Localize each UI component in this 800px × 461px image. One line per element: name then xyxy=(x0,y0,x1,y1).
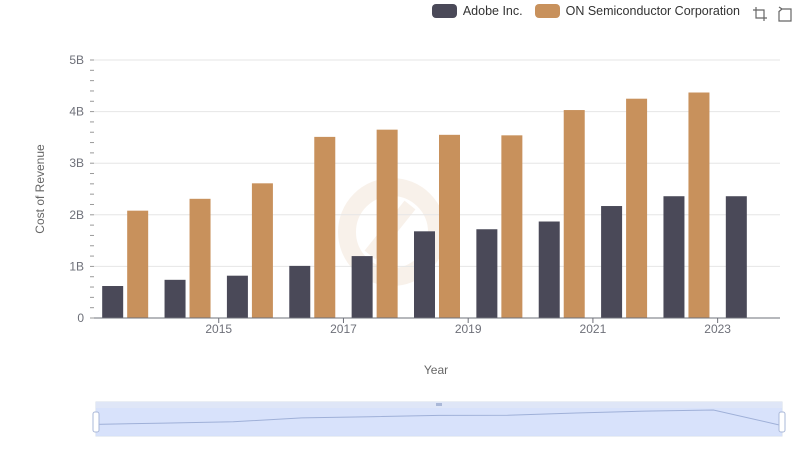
bar-adobe-2023[interactable] xyxy=(663,196,685,318)
y-axis-title: Cost of Revenue xyxy=(33,144,47,234)
y-axis: 0 1B 2B 3B 4B 5B xyxy=(69,53,94,325)
bar-on-semiconductor-2020[interactable] xyxy=(501,135,523,318)
chart-toolbar xyxy=(752,6,792,22)
y-tick-label: 3B xyxy=(69,156,84,170)
bar-on-semiconductor-2019[interactable] xyxy=(439,134,460,318)
bar-adobe-2022[interactable] xyxy=(601,206,623,318)
bar-adobe-2016[interactable] xyxy=(226,275,248,318)
zoom-preview-line xyxy=(95,409,783,427)
x-tick-label: 2023 xyxy=(704,322,731,336)
bar-on-semiconductor-2018[interactable] xyxy=(376,129,398,318)
y-tick-label: 4B xyxy=(69,105,84,119)
x-axis-title: Year xyxy=(424,363,448,377)
legend-label-adobe: Adobe Inc. xyxy=(462,4,523,18)
bar-adobe-2020[interactable] xyxy=(476,229,498,318)
legend: Adobe Inc. ON Semiconductor Corporation xyxy=(431,4,740,18)
x-tick-label: 2015 xyxy=(205,322,232,336)
bar-adobe-2014[interactable] xyxy=(102,286,124,318)
zoom-handle-left[interactable] xyxy=(92,411,100,433)
restore-icon[interactable] xyxy=(776,6,792,22)
bar-on-semiconductor-2016[interactable] xyxy=(251,183,273,318)
y-tick-label: 0 xyxy=(77,311,84,325)
bars xyxy=(102,92,747,319)
bar-on-semiconductor-2015[interactable] xyxy=(189,198,211,318)
data-zoom-slider[interactable] xyxy=(92,401,786,437)
x-tick-label: 2017 xyxy=(330,322,357,336)
legend-swatch-adobe xyxy=(431,4,457,18)
zoom-handle-right[interactable] xyxy=(778,411,786,433)
bar-on-semiconductor-2014[interactable] xyxy=(127,210,149,318)
zoom-drag-handle[interactable] xyxy=(436,403,442,406)
y-tick-label: 2B xyxy=(69,208,84,222)
legend-item-on-semiconductor[interactable]: ON Semiconductor Corporation xyxy=(534,4,740,18)
y-tick-label: 5B xyxy=(69,53,84,67)
bar-adobe-2024[interactable] xyxy=(725,196,747,318)
legend-label-on-semiconductor: ON Semiconductor Corporation xyxy=(565,4,740,18)
bar-adobe-2021[interactable] xyxy=(538,221,560,318)
x-tick-label: 2019 xyxy=(455,322,482,336)
bar-on-semiconductor-2021[interactable] xyxy=(563,110,585,318)
x-axis: 2015 2017 2019 2021 2023 xyxy=(94,317,780,336)
bar-on-semiconductor-2017[interactable] xyxy=(314,136,336,318)
x-tick-label: 2021 xyxy=(580,322,607,336)
zoom-selection[interactable] xyxy=(96,407,782,436)
bar-adobe-2018[interactable] xyxy=(351,256,373,318)
zoom-box-icon[interactable] xyxy=(752,6,768,22)
y-tick-label: 1B xyxy=(69,259,84,273)
bar-on-semiconductor-2022[interactable] xyxy=(626,98,648,318)
bar-adobe-2015[interactable] xyxy=(164,279,186,318)
bar-adobe-2019[interactable] xyxy=(414,231,435,318)
legend-swatch-on-semiconductor xyxy=(534,4,560,18)
legend-item-adobe[interactable]: Adobe Inc. xyxy=(431,4,523,18)
bar-on-semiconductor-2023[interactable] xyxy=(688,92,710,319)
bar-adobe-2017[interactable] xyxy=(289,265,311,318)
